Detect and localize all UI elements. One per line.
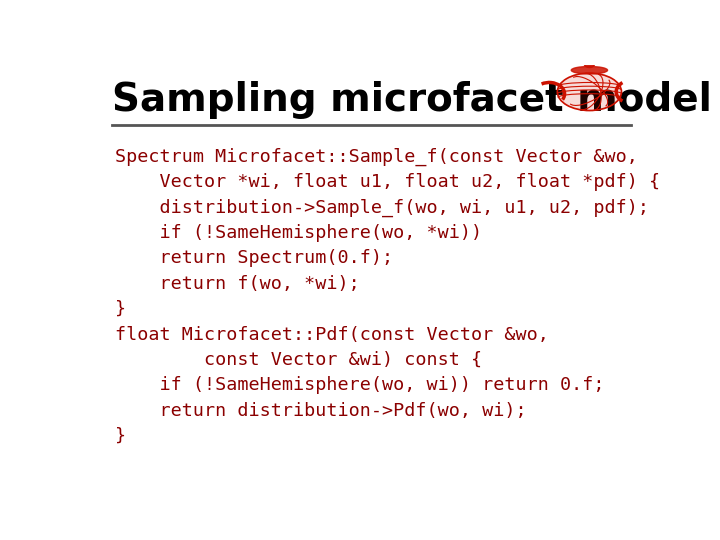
Ellipse shape [571,66,608,74]
Text: return f(wo, *wi);: return f(wo, *wi); [115,275,360,293]
Text: if (!SameHemisphere(wo, *wi)): if (!SameHemisphere(wo, *wi)) [115,224,482,242]
Ellipse shape [557,73,621,111]
Text: Vector *wi, float u1, float u2, float *pdf) {: Vector *wi, float u1, float u2, float *p… [115,173,660,191]
Text: if (!SameHemisphere(wo, wi)) return 0.f;: if (!SameHemisphere(wo, wi)) return 0.f; [115,376,605,394]
Text: }: } [115,300,126,318]
Text: float Microfacet::Pdf(const Vector &wo,: float Microfacet::Pdf(const Vector &wo, [115,326,549,343]
Text: Spectrum Microfacet::Sample_f(const Vector &wo,: Spectrum Microfacet::Sample_f(const Vect… [115,148,638,166]
Text: return distribution->Pdf(wo, wi);: return distribution->Pdf(wo, wi); [115,402,527,420]
Text: distribution->Sample_f(wo, wi, u1, u2, pdf);: distribution->Sample_f(wo, wi, u1, u2, p… [115,199,649,217]
Text: Sampling microfacet model: Sampling microfacet model [112,82,712,119]
Text: return Spectrum(0.f);: return Spectrum(0.f); [115,249,393,267]
Text: const Vector &wi) const {: const Vector &wi) const { [115,351,482,369]
Ellipse shape [585,61,595,68]
Text: }: } [115,427,126,445]
